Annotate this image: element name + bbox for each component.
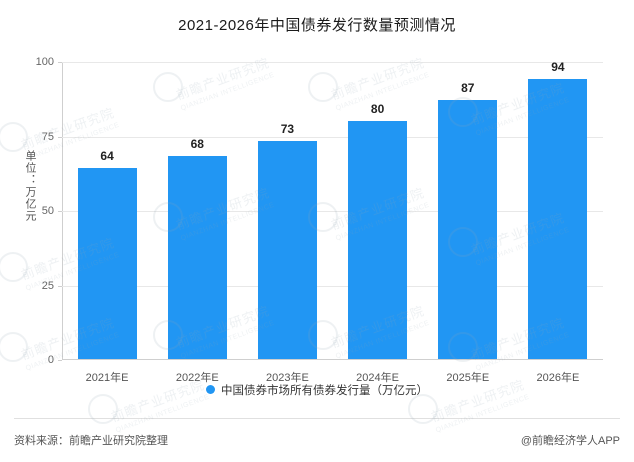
legend-label: 中国债券市场所有债券发行量（万亿元）: [221, 385, 428, 397]
gridline: [62, 136, 603, 138]
y-tick-label: 50: [41, 205, 54, 217]
bar[interactable]: [528, 78, 588, 359]
y-tick-label: 25: [41, 279, 54, 292]
bar-value-label: 64: [100, 149, 114, 164]
bar-value-label: 80: [370, 101, 385, 116]
gridline: [62, 62, 603, 63]
bar[interactable]: [438, 99, 498, 359]
gridline: [62, 285, 603, 287]
chart-legend: 中国债券市场所有债券发行量（万亿元）: [0, 382, 634, 398]
plot-area: 64 68 73 80 87 94: [62, 59, 603, 360]
bar[interactable]: [257, 141, 317, 359]
y-tick-label: 0: [47, 354, 54, 366]
x-tick-label: 2025年E: [446, 372, 490, 384]
y-tick-label: 75: [41, 130, 54, 143]
y-tick-mark: [58, 285, 62, 287]
bar-value-label: 94: [551, 59, 565, 74]
bar-value-label: 68: [190, 137, 204, 152]
bar[interactable]: [348, 120, 408, 359]
y-tick-mark: [58, 211, 62, 212]
y-tick-mark: [58, 62, 62, 63]
bar[interactable]: [167, 156, 227, 359]
watermark-logo-icon: [0, 252, 28, 282]
legend-marker-icon: [206, 384, 215, 394]
x-tick-label: 2023年E: [266, 372, 309, 384]
watermark-logo-icon: [88, 394, 118, 424]
x-tick-label: 2026年E: [536, 372, 580, 384]
y-tick-mark: [58, 136, 62, 138]
watermark-logo-icon: [408, 394, 438, 424]
source-note: 资料来源：前瞻产业研究院整理: [14, 435, 168, 447]
chart-title: 2021-2026年中国债券发行数量预测情况: [178, 17, 456, 34]
x-tick-label: 2021年E: [85, 372, 129, 384]
footer-divider: [14, 418, 620, 419]
brand-note: @前瞻经济学人APP: [520, 435, 620, 447]
x-axis-line: [62, 359, 603, 360]
y-axis-label: 单位：万亿元: [24, 150, 36, 222]
gridline: [62, 211, 603, 212]
bar-value-label: 73: [280, 122, 295, 137]
x-tick-label: 2024年E: [356, 372, 399, 384]
y-tick-label: 100: [35, 56, 54, 68]
y-tick-mark: [58, 360, 62, 361]
x-tick-label: 2022年E: [175, 372, 219, 384]
bar-value-label: 87: [461, 80, 475, 95]
bar[interactable]: [77, 168, 137, 359]
